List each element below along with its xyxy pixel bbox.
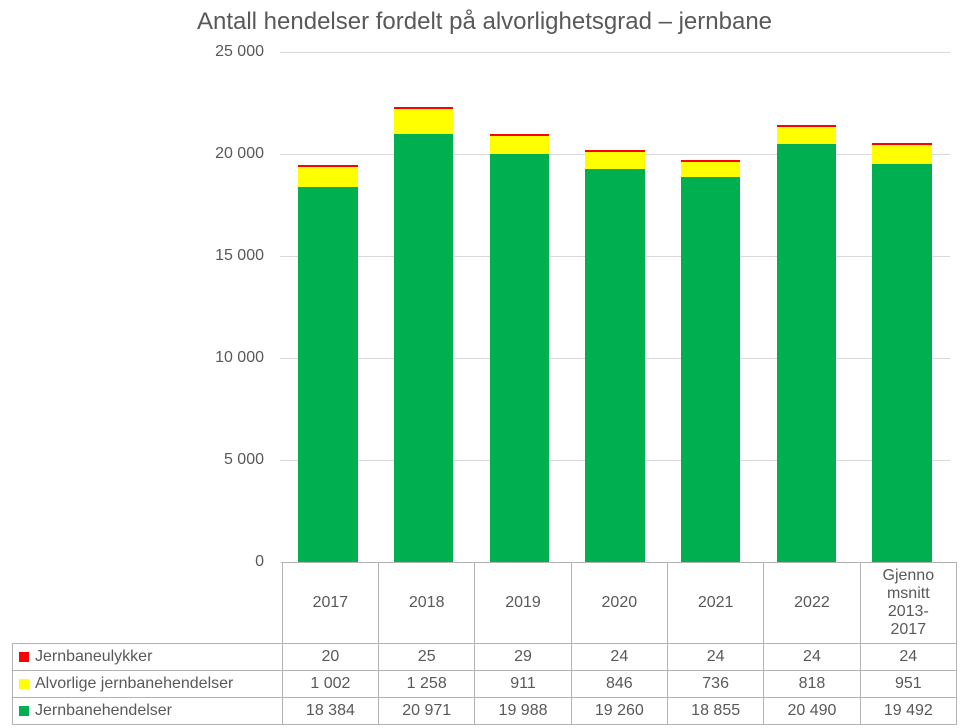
bar-segment (681, 160, 740, 162)
data-cell: 29 (475, 644, 571, 671)
table-row: Jernbanehendelser 18 38420 97119 98819 26… (13, 698, 957, 725)
data-cell: 19 988 (475, 698, 571, 725)
chart-container: Antall hendelser fordelt på alvorlighets… (0, 0, 969, 728)
bar-segment (298, 187, 357, 562)
data-cell: 911 (475, 671, 571, 698)
bar-segment (298, 165, 357, 167)
y-tick-label: 10 000 (215, 349, 264, 367)
data-cell: 24 (667, 644, 763, 671)
data-cell: 19 492 (860, 698, 956, 725)
bar-segment (872, 143, 931, 145)
bar-segment (777, 144, 836, 562)
bar-segment (490, 134, 549, 136)
bar-segment (777, 125, 836, 127)
data-cell: 846 (571, 671, 667, 698)
bar-segment (394, 107, 453, 109)
bar-segment (681, 177, 740, 562)
data-table: 201720182019202020212022Gjennomsnitt2013… (12, 562, 957, 725)
data-cell: 18 384 (282, 698, 378, 725)
data-cell: 19 260 (571, 698, 667, 725)
y-tick-label: 25 000 (215, 43, 264, 61)
bar-segment (490, 154, 549, 562)
data-cell: 818 (764, 671, 860, 698)
category-header: 2022 (764, 563, 860, 644)
bar-segment (872, 164, 931, 562)
y-tick-label: 15 000 (215, 247, 264, 265)
series-name-label: Jernbaneulykker (35, 648, 152, 665)
category-header: 2019 (475, 563, 571, 644)
bar-segment (298, 167, 357, 187)
series-name-cell: Jernbanehendelser (13, 698, 283, 725)
data-cell: 24 (860, 644, 956, 671)
category-header: 2017 (282, 563, 378, 644)
data-cell: 20 971 (379, 698, 475, 725)
bars-area (280, 52, 950, 562)
series-name-label: Alvorlige jernbanehendelser (35, 675, 233, 692)
legend-swatch (19, 706, 29, 716)
data-cell: 24 (571, 644, 667, 671)
bar-segment (490, 136, 549, 155)
data-cell: 1 258 (379, 671, 475, 698)
category-header: 2018 (379, 563, 475, 644)
data-cell: 951 (860, 671, 956, 698)
data-table-area: 201720182019202020212022Gjennomsnitt2013… (12, 562, 957, 725)
data-cell: 25 (379, 644, 475, 671)
data-cell: 736 (667, 671, 763, 698)
series-name-label: Jernbanehendelser (35, 702, 172, 719)
table-header-row: 201720182019202020212022Gjennomsnitt2013… (13, 563, 957, 644)
chart-title: Antall hendelser fordelt på alvorlighets… (0, 8, 969, 36)
series-name-cell: Jernbaneulykker (13, 644, 283, 671)
data-cell: 24 (764, 644, 860, 671)
category-header: 2020 (571, 563, 667, 644)
data-cell: 20 490 (764, 698, 860, 725)
series-name-cell: Alvorlige jernbanehendelser (13, 671, 283, 698)
table-row: Jernbaneulykker20252924242424 (13, 644, 957, 671)
table-corner-cell (13, 563, 283, 644)
bar-segment (585, 152, 644, 169)
y-tick-label: 5 000 (224, 451, 264, 469)
data-cell: 20 (282, 644, 378, 671)
bar-segment (681, 162, 740, 177)
y-axis-labels: 05 00010 00015 00020 00025 000 (200, 52, 272, 562)
category-header: 2021 (667, 563, 763, 644)
data-cell: 1 002 (282, 671, 378, 698)
bar-segment (777, 127, 836, 144)
table-row: Alvorlige jernbanehendelser 1 0021 258911… (13, 671, 957, 698)
category-header: Gjennomsnitt2013-2017 (860, 563, 956, 644)
bar-segment (872, 145, 931, 164)
data-cell: 18 855 (667, 698, 763, 725)
bar-segment (585, 150, 644, 152)
bar-segment (394, 134, 453, 562)
bar-segment (394, 109, 453, 135)
y-tick-label: 20 000 (215, 145, 264, 163)
legend-swatch (19, 679, 29, 689)
legend-swatch (19, 652, 29, 662)
bar-segment (585, 169, 644, 562)
